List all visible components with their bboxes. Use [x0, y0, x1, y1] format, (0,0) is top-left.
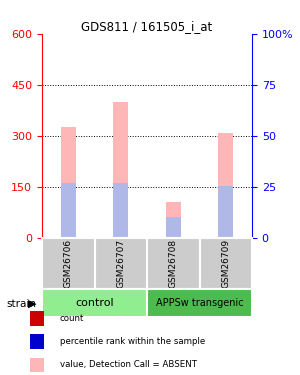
Bar: [218, 186, 233, 238]
Bar: [200, 238, 252, 289]
Bar: [147, 289, 252, 317]
Text: strain: strain: [6, 299, 36, 309]
Bar: [61, 183, 76, 238]
Bar: [42, 238, 94, 289]
Text: APPSw transgenic: APPSw transgenic: [156, 298, 243, 308]
Bar: [42, 289, 147, 317]
Bar: [166, 217, 181, 238]
Bar: [94, 238, 147, 289]
Text: GSM26706: GSM26706: [64, 239, 73, 288]
Text: ▶: ▶: [28, 299, 36, 309]
Bar: [113, 102, 128, 238]
Text: value, Detection Call = ABSENT: value, Detection Call = ABSENT: [60, 360, 197, 369]
Bar: [166, 202, 181, 238]
Text: percentile rank within the sample: percentile rank within the sample: [60, 337, 205, 346]
Bar: [61, 128, 76, 238]
Text: GSM26707: GSM26707: [116, 239, 125, 288]
Text: GDS811 / 161505_i_at: GDS811 / 161505_i_at: [81, 20, 213, 33]
Bar: [147, 238, 200, 289]
Bar: [218, 133, 233, 238]
Text: control: control: [75, 298, 114, 308]
Text: GSM26708: GSM26708: [169, 239, 178, 288]
Text: count: count: [60, 314, 84, 323]
Text: GSM26709: GSM26709: [221, 239, 230, 288]
Bar: [113, 183, 128, 238]
